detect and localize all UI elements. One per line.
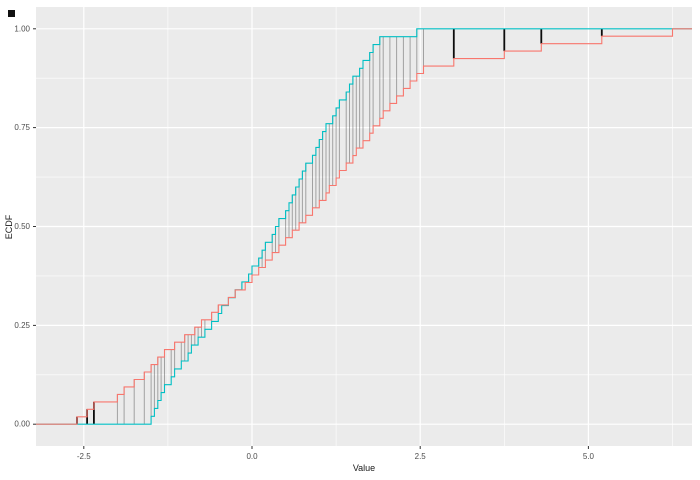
axis-tick-marks — [33, 28, 589, 449]
y-tick-label: 0.25 — [14, 321, 30, 330]
y-tick-label: 0.00 — [14, 420, 30, 429]
x-tick-label: 2.5 — [415, 452, 427, 461]
x-axis-title: Value — [352, 463, 376, 473]
y-axis-tick-labels: 0.00 0.25 0.50 0.75 1.00 — [14, 24, 30, 428]
ecdf-curve-sample1 — [36, 28, 692, 425]
x-tick-label: -2.5 — [77, 452, 91, 461]
y-tick-label: 0.75 — [14, 123, 30, 132]
ecdf-curve-sample2 — [36, 28, 692, 425]
x-axis-tick-labels: -2.5 0.0 2.5 5.0 — [77, 452, 595, 461]
x-tick-label: 5.0 — [583, 452, 595, 461]
minor-gridlines — [36, 7, 692, 446]
cursor-artifact — [8, 10, 15, 17]
y-axis-title: ECDF — [4, 214, 14, 240]
x-tick-label: 0.0 — [246, 452, 258, 461]
y-tick-label: 1.00 — [14, 24, 30, 33]
y-tick-label: 0.50 — [14, 222, 30, 231]
